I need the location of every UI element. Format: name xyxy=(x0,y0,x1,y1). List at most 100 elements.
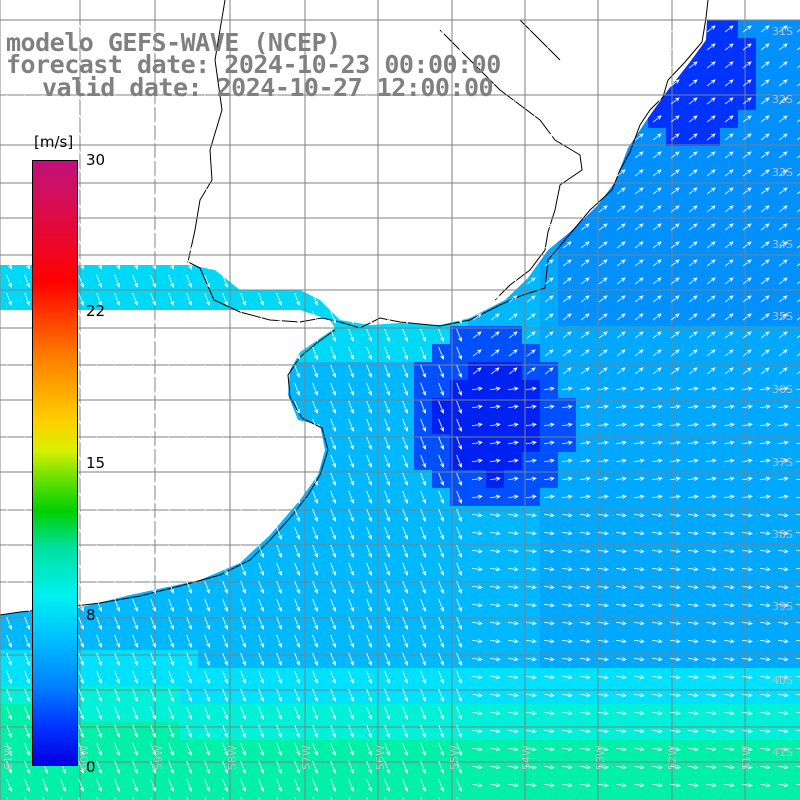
wind-arrow xyxy=(204,22,211,36)
wind-arrow xyxy=(402,526,409,540)
wind-arrow xyxy=(132,202,139,216)
wind-arrow xyxy=(471,585,483,590)
wind-arrow xyxy=(24,382,31,396)
wind-arrow xyxy=(670,133,680,141)
wind-arrow xyxy=(114,22,121,36)
wind-arrow xyxy=(561,440,573,445)
wind-arrow xyxy=(615,531,627,536)
wind-arrow xyxy=(438,490,445,504)
wind-arrow xyxy=(507,531,519,536)
wind-arrow xyxy=(168,598,175,612)
wind-arrow xyxy=(652,259,662,267)
wind-arrow xyxy=(580,151,590,159)
wind-arrow xyxy=(634,241,644,249)
wind-arrow xyxy=(222,634,229,648)
wind-arrow xyxy=(597,585,609,590)
wind-arrow xyxy=(330,202,337,216)
wind-arrow xyxy=(114,742,121,756)
wind-arrow xyxy=(366,346,373,360)
wind-arrow xyxy=(652,97,662,105)
wind-arrow xyxy=(78,616,85,630)
wind-arrow xyxy=(132,688,139,702)
wind-arrow xyxy=(670,295,680,303)
wind-arrow xyxy=(240,328,247,342)
wind-arrow xyxy=(633,711,645,716)
wind-arrow xyxy=(114,598,121,612)
wind-arrow xyxy=(330,436,337,450)
wind-arrow xyxy=(132,310,139,324)
wind-arrow xyxy=(490,25,500,33)
wind-arrow xyxy=(651,675,663,680)
wind-arrow xyxy=(634,367,644,375)
wind-arrow xyxy=(168,742,175,756)
wind-arrow xyxy=(598,43,608,51)
wind-arrow xyxy=(544,223,554,231)
wind-arrow xyxy=(634,187,644,195)
wind-arrow xyxy=(742,259,752,267)
wind-arrow xyxy=(258,724,265,738)
wind-arrow xyxy=(615,711,627,716)
wind-arrow xyxy=(348,364,355,378)
wind-arrow xyxy=(384,22,391,36)
wind-arrow xyxy=(633,585,645,590)
wind-arrow xyxy=(276,76,283,90)
wind-arrow xyxy=(597,765,609,770)
wind-arrow xyxy=(294,634,301,648)
wind-arrow xyxy=(777,711,789,716)
wind-arrow xyxy=(723,729,735,734)
wind-arrow xyxy=(240,796,243,800)
wind-arrow xyxy=(60,778,67,792)
wind-arrow xyxy=(78,724,85,738)
wind-arrow xyxy=(222,58,229,72)
wind-arrow xyxy=(561,476,573,481)
wind-arrow xyxy=(456,184,463,198)
wind-arrow xyxy=(760,277,770,285)
colorbar-tick-15: 15 xyxy=(86,454,106,472)
wind-arrow xyxy=(258,616,265,630)
wind-arrow xyxy=(204,436,211,450)
wind-arrow xyxy=(150,472,157,486)
wind-arrow xyxy=(150,454,157,468)
wind-arrow xyxy=(6,256,13,270)
wind-arrow xyxy=(240,778,247,792)
wind-arrow xyxy=(615,386,627,391)
wind-arrow xyxy=(240,346,247,360)
wind-cell xyxy=(792,272,800,290)
wind-arrow xyxy=(526,151,536,159)
wind-arrow xyxy=(222,94,229,108)
wind-arrow xyxy=(651,693,663,698)
colorbar-tick-22: 22 xyxy=(86,302,106,320)
wind-arrow xyxy=(240,22,247,36)
wind-arrow xyxy=(168,364,175,378)
wind-arrow xyxy=(420,454,427,468)
wind-arrow xyxy=(348,454,355,468)
wind-arrow xyxy=(96,364,103,378)
wind-arrow xyxy=(438,544,445,558)
wind-cell xyxy=(108,794,126,800)
wind-arrow xyxy=(507,657,519,662)
wind-arrow xyxy=(471,458,483,463)
wind-arrow xyxy=(420,418,427,432)
wind-arrow xyxy=(687,404,699,409)
wind-arrow xyxy=(543,729,555,734)
wind-arrow xyxy=(420,742,427,756)
wind-arrow xyxy=(471,675,483,680)
wind-arrow xyxy=(150,256,157,270)
wind-arrow xyxy=(384,274,391,288)
wind-arrow xyxy=(543,747,555,752)
wind-arrow xyxy=(489,386,501,391)
wind-arrow xyxy=(384,148,391,162)
wind-arrow xyxy=(330,580,337,594)
wind-arrow xyxy=(471,693,483,698)
wind-arrow xyxy=(222,418,229,432)
wind-arrow xyxy=(168,310,175,324)
wind-arrow xyxy=(634,277,644,285)
wind-arrow xyxy=(508,151,518,159)
wind-arrow xyxy=(456,382,463,396)
wind-arrow xyxy=(544,43,554,51)
wind-arrow xyxy=(507,765,519,770)
wind-arrow xyxy=(384,346,391,360)
wind-arrow xyxy=(543,386,555,391)
wind-arrow xyxy=(366,148,373,162)
wind-arrow xyxy=(724,151,734,159)
